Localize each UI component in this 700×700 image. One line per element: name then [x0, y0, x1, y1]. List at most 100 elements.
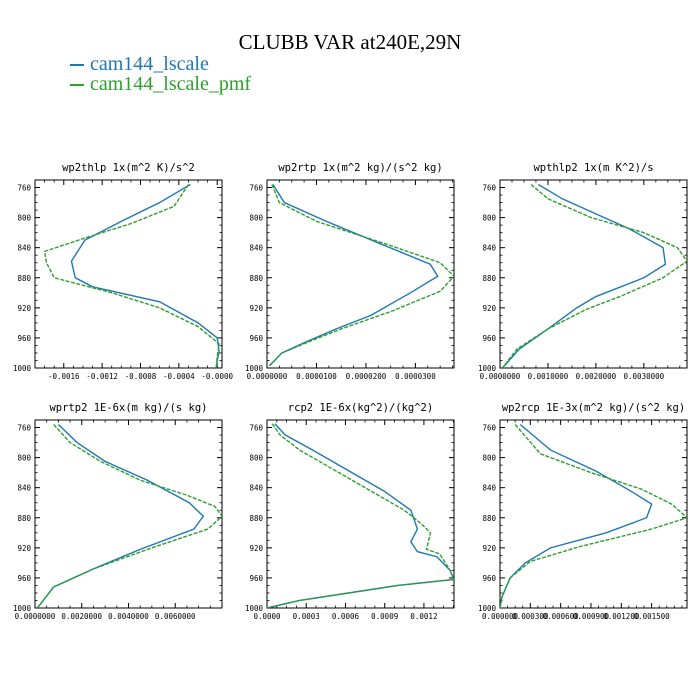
- y-tick-label: 760: [482, 184, 496, 193]
- y-tick-label: 880: [482, 274, 496, 283]
- y-tick-label: 880: [17, 274, 31, 283]
- x-tick-label: 0.000900: [573, 612, 610, 621]
- x-tick-label: -0.0008: [125, 372, 157, 381]
- x-tick-label: 0.0003: [293, 612, 320, 621]
- series-line-lscale: [36, 424, 205, 608]
- chart-panel: wp2rcp 1E-3x(m^2 kg)/(s^2 kg) 760 800 840 88…: [478, 402, 688, 621]
- y-tick-label: 800: [249, 214, 263, 223]
- y-tick-label: 840: [482, 484, 496, 493]
- x-tick-label: 0.0060000: [155, 612, 196, 621]
- y-tick-label: 840: [17, 484, 31, 493]
- y-tick-label: 880: [249, 514, 263, 523]
- series-line-lscale-pmf: [267, 423, 454, 608]
- y-tick-label: 880: [249, 274, 263, 283]
- chart-panel: wprtp2 1E-6x(m kg)/(s kg) 760 800 840 880 920…: [13, 402, 223, 621]
- legend-entry-1: cam144_lscale: [70, 54, 209, 74]
- x-tick-label: 0.0000000: [15, 612, 56, 621]
- series-line-lscale: [267, 423, 454, 608]
- panel-title: wp2thlp 1x(m^2 K)/s^2: [62, 162, 195, 174]
- x-tick-label: 0.0000: [253, 612, 281, 621]
- y-tick-label: 800: [17, 454, 31, 463]
- series-line-lscale-pmf: [268, 184, 454, 367]
- y-tick-label: 840: [249, 244, 263, 253]
- y-tick-label: 960: [482, 574, 496, 583]
- x-tick-label: 0.0000100: [296, 372, 337, 381]
- y-tick-label: 760: [17, 424, 31, 433]
- x-tick-label: 0.0020000: [61, 612, 102, 621]
- y-tick-label: 1000: [478, 604, 497, 613]
- y-tick-label: 760: [249, 184, 263, 193]
- legend-entry-2: cam144_lscale_pmf: [70, 74, 251, 94]
- series-line-lscale: [268, 184, 439, 367]
- x-tick-label: 0.0000300: [395, 372, 436, 381]
- series-line-lscale-pmf: [501, 183, 687, 368]
- panel-title: wp2rtp 1x(m^2 kg)/(s^2 kg): [278, 162, 442, 174]
- y-tick-label: 960: [249, 334, 263, 343]
- y-tick-label: 1000: [13, 364, 32, 373]
- x-tick-label: 0.0010000: [528, 372, 569, 381]
- plot-frame: [266, 419, 455, 609]
- series-line-lscale: [501, 183, 667, 368]
- x-tick-label: 0.000600: [543, 612, 580, 621]
- x-tick-label: 0.0006: [332, 612, 360, 621]
- series-line-lscale: [500, 423, 653, 608]
- y-tick-label: 1000: [478, 364, 497, 373]
- x-tick-label: -0.0000: [201, 372, 233, 381]
- plot-frame: [34, 419, 223, 609]
- panel-title: rcp2 1E-6x(kg^2)/(kg^2): [288, 402, 433, 414]
- x-tick-label: 0.0000200: [346, 372, 387, 381]
- legend-line-swatch: [70, 84, 84, 87]
- y-tick-label: 920: [17, 304, 31, 313]
- x-tick-label: 0.001500: [634, 612, 671, 621]
- y-tick-label: 840: [17, 244, 31, 253]
- chart-panel: wp2thlp 1x(m^2 K)/s^2 760 800 840 880 920 960 1…: [13, 162, 234, 381]
- panel-title: wp2rcp 1E-3x(m^2 kg)/(s^2 kg): [502, 402, 685, 414]
- y-tick-label: 800: [249, 454, 263, 463]
- y-tick-label: 920: [17, 544, 31, 553]
- chart-panel: rcp2 1E-6x(kg^2)/(kg^2) 760 800 840 880 920 96…: [245, 402, 455, 621]
- y-tick-label: 880: [482, 514, 496, 523]
- x-tick-label: -0.0004: [163, 372, 195, 381]
- y-tick-label: 800: [482, 214, 496, 223]
- y-tick-label: 1000: [245, 364, 264, 373]
- plot-frame: [499, 419, 688, 609]
- y-tick-label: 760: [482, 424, 496, 433]
- x-tick-label: 0.001200: [603, 612, 640, 621]
- plot-frame: [34, 179, 223, 369]
- x-tick-label: 0.0000000: [247, 372, 288, 381]
- series-line-lscale-pmf: [36, 424, 222, 608]
- y-tick-label: 960: [17, 334, 31, 343]
- y-tick-label: 920: [249, 304, 263, 313]
- legend-label: cam144_lscale_pmf: [90, 73, 252, 95]
- chart-panel: wpthlp2 1x(m K^2)/s 760 800 840 880 920 960 100…: [478, 162, 688, 381]
- y-tick-label: 760: [17, 184, 31, 193]
- y-tick-label: 920: [482, 304, 496, 313]
- y-tick-label: 800: [482, 454, 496, 463]
- series-line-lscale-pmf: [43, 184, 220, 368]
- y-tick-label: 1000: [13, 604, 32, 613]
- y-tick-label: 960: [249, 574, 263, 583]
- legend-label: cam144_lscale: [90, 53, 209, 75]
- y-tick-label: 1000: [245, 604, 264, 613]
- y-tick-label: 880: [17, 514, 31, 523]
- x-tick-label: 0.000000: [482, 612, 519, 621]
- y-tick-label: 840: [249, 484, 263, 493]
- panel-title: wprtp2 1E-6x(m kg)/(s kg): [49, 402, 207, 414]
- y-tick-label: 920: [482, 544, 496, 553]
- figure-title: CLUBB VAR at240E,29N: [238, 30, 462, 54]
- y-tick-label: 920: [249, 544, 263, 553]
- x-tick-label: 0.0000000: [480, 372, 521, 381]
- x-tick-label: 0.0030000: [624, 372, 665, 381]
- legend-line-swatch: [70, 64, 84, 67]
- chart-panel: wp2rtp 1x(m^2 kg)/(s^2 kg) 760 800 840 880 92…: [245, 162, 455, 381]
- x-tick-label: 0.000300: [512, 612, 549, 621]
- series-line-lscale-pmf: [500, 424, 687, 608]
- y-tick-label: 960: [482, 334, 496, 343]
- x-tick-label: -0.0012: [86, 372, 118, 381]
- y-tick-label: 960: [17, 574, 31, 583]
- y-tick-label: 760: [249, 424, 263, 433]
- y-tick-label: 800: [17, 214, 31, 223]
- x-tick-label: -0.0016: [48, 372, 80, 381]
- x-tick-label: 0.0020000: [576, 372, 617, 381]
